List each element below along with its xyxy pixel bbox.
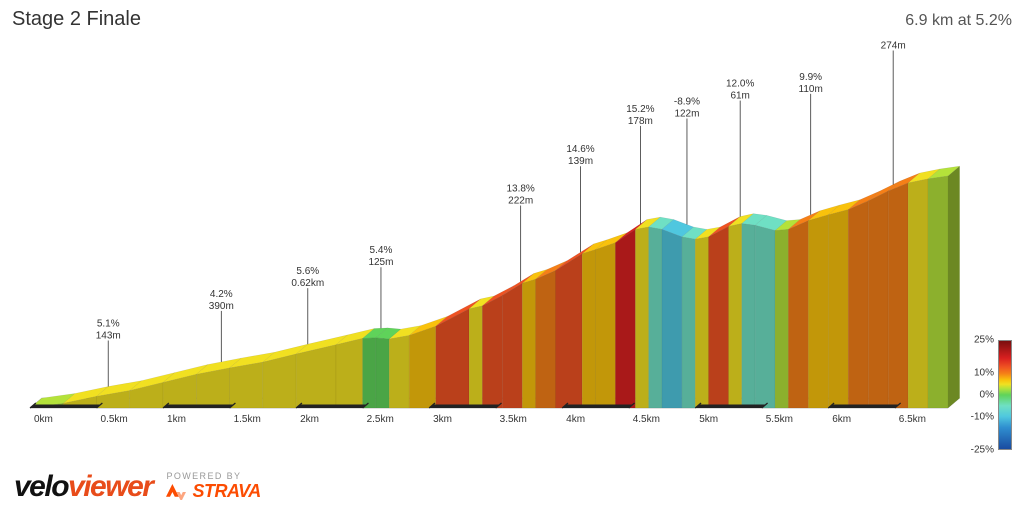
x-axis-tick: 4.5km <box>633 414 660 425</box>
page-title: Stage 2 Finale <box>12 8 141 31</box>
x-axis-tick: 1.5km <box>234 414 261 425</box>
legend-tick: -10% <box>971 412 994 423</box>
x-axis-tick: 5km <box>699 414 718 425</box>
veloviewer-logo-part2: viewer <box>68 470 152 503</box>
callout-distance: 143m <box>96 331 121 342</box>
callout-gradient: 5.4% <box>370 245 393 256</box>
x-axis-tick: 5.5km <box>766 414 793 425</box>
x-axis-tick: 2km <box>300 414 319 425</box>
callout-gradient: 14.6% <box>566 144 594 155</box>
callout-distance: 274m <box>881 40 906 51</box>
x-axis-tick: 6km <box>832 414 851 425</box>
callout-distance: 222m <box>508 196 533 207</box>
callout-distance: 139m <box>568 156 593 167</box>
x-axis-tick: 0km <box>34 414 53 425</box>
callout-gradient: 4.2% <box>210 289 233 300</box>
callout-distance: 125m <box>368 257 393 268</box>
climb-summary: 6.9 km at 5.2% <box>905 12 1012 30</box>
callout-distance: 178m <box>628 116 653 127</box>
legend-tick: 25% <box>974 335 994 346</box>
callout-gradient: 5.6% <box>296 266 319 277</box>
callout-distance: 61m <box>730 91 749 102</box>
powered-by-block: POWERED BY STRAVA <box>166 471 260 502</box>
callout-distance: 390m <box>209 301 234 312</box>
legend-tick: 10% <box>974 368 994 379</box>
footer: veloviewer POWERED BY STRAVA <box>14 471 261 502</box>
callout-gradient: 9.9% <box>799 72 822 83</box>
x-axis-tick: 3km <box>433 414 452 425</box>
legend-tick: -25% <box>971 445 994 456</box>
veloviewer-logo: veloviewer <box>14 472 152 502</box>
legend-tick: 0% <box>980 390 994 401</box>
strava-text: STRAVA <box>192 481 260 502</box>
x-axis-tick: 6.5km <box>899 414 926 425</box>
callout-gradient: 5.1% <box>97 319 120 330</box>
x-axis-tick: 0.5km <box>101 414 128 425</box>
x-axis-tick: 2.5km <box>367 414 394 425</box>
callout-distance: 122m <box>674 108 699 119</box>
veloviewer-logo-part1: velo <box>14 470 68 503</box>
x-axis-tick: 1km <box>167 414 186 425</box>
callout-gradient: 13.8% <box>506 184 534 195</box>
x-axis-tick: 4km <box>566 414 585 425</box>
callout-gradient: 12.0% <box>726 79 754 90</box>
strava-icon <box>166 484 190 500</box>
gradient-legend: 25%10%0%-10%-25% <box>960 340 1012 450</box>
powered-by-label: POWERED BY <box>166 471 260 481</box>
elevation-profile-chart: 0km 0.5km 1km 1.5km 2km 2.5km 3km 3.5km 4km 4.5km… <box>10 40 990 440</box>
header: Stage 2 Finale 6.9 km at 5.2% <box>12 8 1012 31</box>
callout-distance: 110m <box>799 84 823 95</box>
callout-gradient: 15.2% <box>626 104 654 115</box>
callout-distance: 0.62km <box>291 278 324 289</box>
callout-gradient: -8.9% <box>674 96 700 107</box>
gradient-legend-bar <box>998 340 1012 450</box>
x-axis-tick: 3.5km <box>500 414 527 425</box>
strava-logo: STRAVA <box>166 481 260 502</box>
